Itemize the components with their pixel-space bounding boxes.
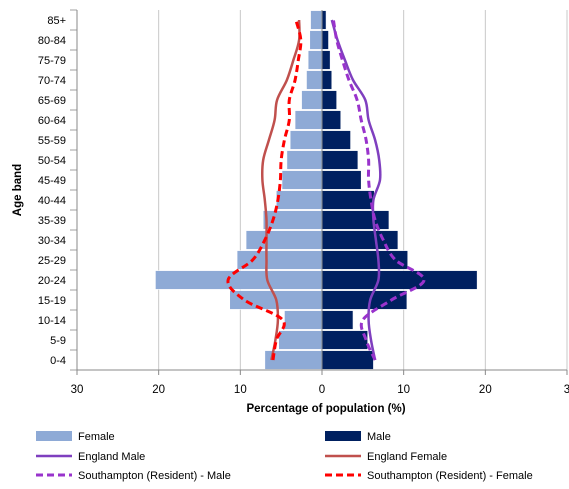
y-tick-label: 55-59 [38, 135, 66, 147]
legend-label: Southampton (Resident) - Male [78, 470, 231, 482]
bar-male [321, 310, 354, 330]
y-tick-label: 60-64 [38, 115, 66, 127]
y-tick-label: 20-24 [38, 275, 66, 287]
series-line-southampton-resident-male [331, 19, 426, 361]
bar-female [301, 90, 323, 110]
bar-female [155, 270, 323, 290]
legend-swatch [36, 431, 72, 441]
bar-female [284, 310, 323, 330]
bar-female [236, 250, 323, 270]
y-tick-label: 50-54 [38, 155, 66, 167]
x-tick-label: 20 [479, 384, 492, 396]
bar-male [321, 350, 374, 370]
legend-label: Southampton (Resident) - Female [367, 470, 533, 482]
x-tick-label: 0 [319, 384, 325, 396]
legend: Female Male England Male England Female Sout… [36, 431, 533, 482]
series-line-england-female [260, 19, 301, 361]
bar-female [281, 170, 323, 190]
y-tick-label: 65-69 [38, 95, 66, 107]
bar-male [321, 210, 390, 230]
y-tick-label: 35-39 [38, 215, 66, 227]
bar-male [321, 110, 342, 130]
bar-male [321, 170, 362, 190]
bar-female [289, 130, 323, 150]
bar-male [321, 130, 351, 150]
y-tick-label: 40-44 [38, 195, 66, 207]
bar-male [321, 90, 337, 110]
bar-male [321, 50, 331, 70]
legend-label: Male [367, 431, 391, 443]
bar-male [321, 70, 333, 90]
x-axis-title: Percentage of population (%) [246, 403, 405, 415]
bar-male [321, 330, 369, 350]
bar-male [321, 30, 329, 50]
bar-female [307, 50, 323, 70]
bar-male [321, 190, 375, 210]
bar-male [321, 150, 359, 170]
legend-label: England Female [367, 451, 447, 463]
bars [155, 10, 478, 370]
y-tick-label: 70-74 [38, 75, 66, 87]
legend-label: England Male [78, 451, 145, 463]
y-axis-title: Age band [12, 164, 24, 216]
bar-female [306, 70, 323, 90]
lines [226, 19, 426, 361]
y-tick-label: 15-19 [38, 295, 66, 307]
y-tick-label: 45-49 [38, 175, 66, 187]
series-line-southampton-resident-female [226, 19, 303, 361]
bar-female [275, 190, 323, 210]
y-tick-label: 5-9 [50, 335, 66, 347]
bar-male [321, 10, 327, 30]
x-tick-label: 10 [397, 384, 410, 396]
bar-female [309, 30, 323, 50]
bar-female [278, 330, 323, 350]
y-tick-label: 85+ [47, 15, 66, 27]
legend-label: Female [78, 431, 115, 443]
legend-swatch [325, 431, 361, 441]
series-line-england-male [330, 19, 382, 361]
bar-male [321, 250, 409, 270]
x-tick-label: 30 [71, 384, 84, 396]
axes [70, 9, 568, 375]
y-tick-label: 25-29 [38, 255, 66, 267]
y-tick-label: 75-79 [38, 55, 66, 67]
bar-female [310, 10, 323, 30]
y-tick-label: 0-4 [50, 355, 66, 367]
labels: Age band Percentage of population (%) 30… [12, 15, 569, 415]
bar-male [321, 270, 478, 290]
bar-female [294, 110, 323, 130]
y-tick-label: 80-84 [38, 35, 66, 47]
bar-female [245, 230, 323, 250]
bar-female [286, 150, 323, 170]
x-tick-label: 20 [152, 384, 165, 396]
y-tick-label: 30-34 [38, 235, 66, 247]
y-tick-label: 10-14 [38, 315, 66, 327]
x-tick-label: 3 [564, 384, 569, 396]
x-tick-label: 10 [234, 384, 247, 396]
